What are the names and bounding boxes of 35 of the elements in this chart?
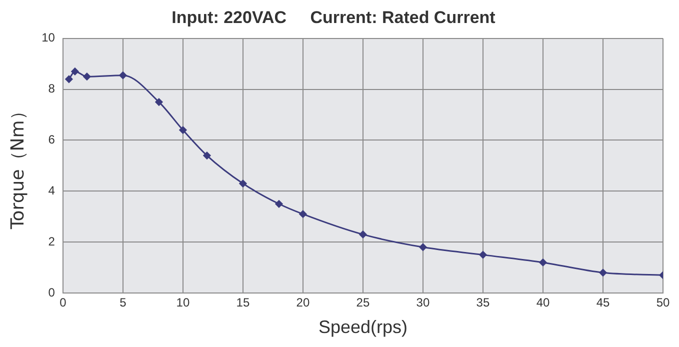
point [479,251,487,259]
point [599,268,607,276]
point [71,68,79,76]
y-tick-label: 2 [48,234,56,248]
x-tick-label: 30 [416,296,430,310]
y-axis-title: Torque（Nm） [7,102,28,230]
x-tick-label: 50 [656,296,670,310]
y-tick-label: 4 [48,183,56,198]
y-tick-label: 8 [48,82,56,96]
x-tick-label: 25 [356,296,370,310]
point [155,98,163,106]
x-tick-label: 0 [60,296,67,310]
x-tick-label: 20 [296,296,310,310]
x-tick-label: 45 [596,296,610,310]
chart-title: Input: 220VAC Current: Rated Current [172,8,496,27]
y-tick-label: 6 [48,132,56,147]
point [299,210,307,218]
x-axis-title: Speed(rps) [318,317,408,338]
point [239,180,247,188]
x-tick-label: 35 [476,296,490,310]
x-tick-label: 40 [536,296,550,310]
point [419,243,427,251]
point [83,72,91,80]
y-tick-label: 0 [48,285,56,300]
point [203,152,211,160]
point [119,72,127,80]
point [539,258,547,266]
point [179,126,187,134]
x-tick-label: 15 [236,296,250,310]
x-tick-label: 10 [176,296,190,310]
point [275,200,283,208]
point [359,230,367,238]
point [65,75,73,83]
y-tick-label: 10 [42,30,56,45]
x-tick-label: 5 [120,296,127,310]
